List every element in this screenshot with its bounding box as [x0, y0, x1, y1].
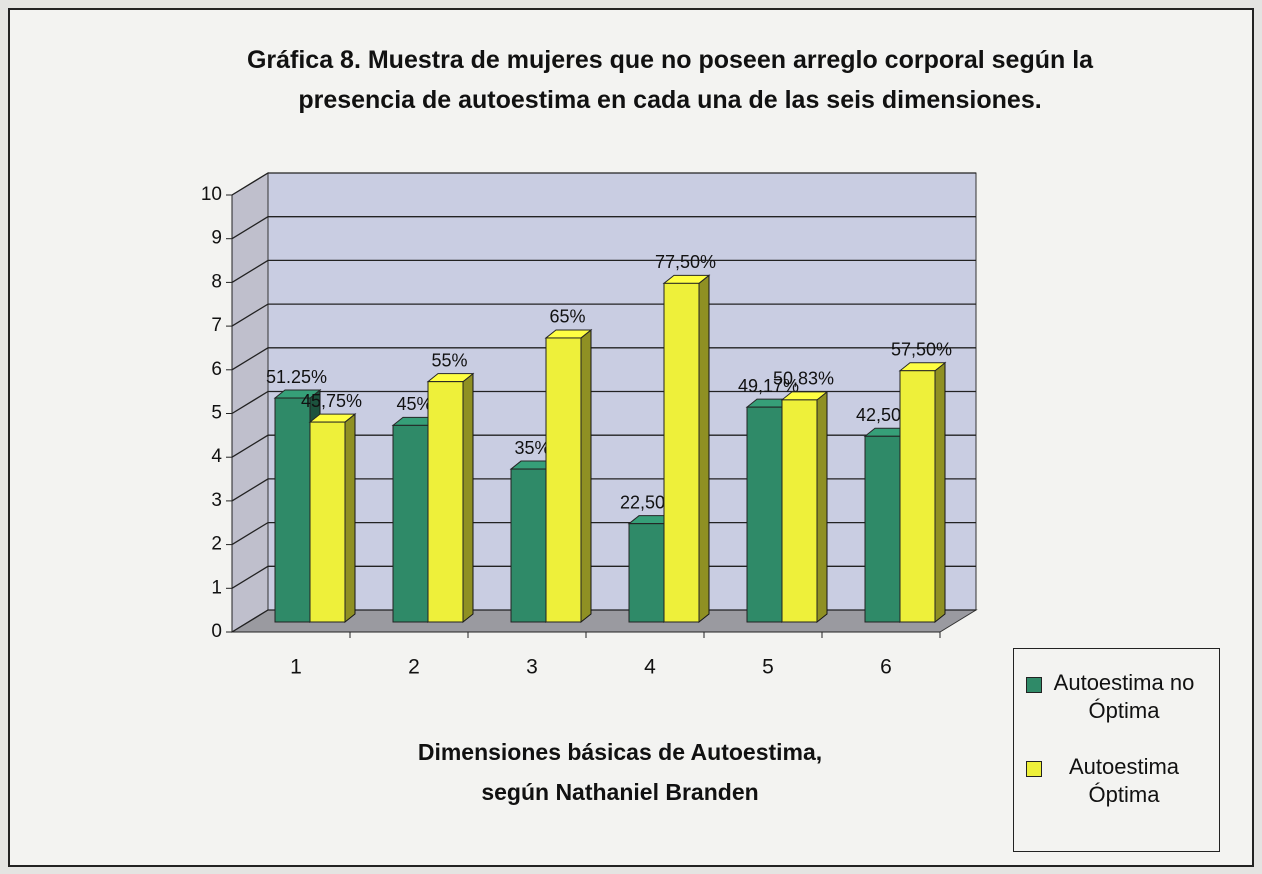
bar — [780, 390, 829, 624]
y-tick-label: 0 — [211, 621, 222, 642]
bar-front — [746, 406, 783, 623]
data-label: 50,83% — [773, 369, 834, 389]
y-tick-label: 5 — [211, 403, 222, 424]
y-tick-label: 7 — [211, 315, 222, 336]
data-label: 51.25% — [266, 367, 327, 387]
legend-label: Autoestima Óptima — [1068, 754, 1180, 807]
grid-line — [231, 609, 976, 633]
bar-front — [864, 435, 901, 623]
grid-line — [231, 303, 976, 327]
grid-line — [231, 216, 976, 240]
data-label: 55% — [431, 350, 467, 370]
grid-line — [231, 347, 976, 371]
bar — [662, 274, 711, 624]
data-label: 49,17% — [738, 376, 799, 396]
data-label: 35% — [514, 438, 550, 458]
bar-side — [344, 413, 356, 624]
bar-front — [274, 397, 311, 623]
bar-side — [934, 361, 946, 624]
grid-line — [231, 565, 976, 589]
grid-line — [231, 434, 976, 458]
x-axis-title: Dimensiones básicas de Autoestima, según… — [417, 739, 823, 805]
grid-line — [231, 259, 976, 283]
legend-swatch — [1026, 677, 1042, 693]
y-tick-label: 8 — [211, 271, 222, 292]
y-tick-label: 3 — [211, 490, 222, 511]
bar-front — [781, 399, 818, 623]
bar-front — [309, 421, 346, 623]
bar-side — [698, 274, 710, 624]
bar-front — [510, 468, 547, 623]
x-tick-label: 6 — [880, 656, 892, 679]
data-label: 45% — [396, 394, 432, 414]
bar — [544, 328, 593, 624]
bar — [426, 372, 475, 624]
data-label: 57,50% — [891, 339, 952, 359]
x-tick-label: 4 — [644, 656, 656, 679]
x-tick-label: 2 — [408, 656, 420, 679]
legend-swatch — [1026, 761, 1042, 777]
y-tick-label: 6 — [211, 359, 222, 380]
grid-line — [231, 478, 976, 502]
bar — [898, 361, 947, 624]
data-label: 65% — [549, 307, 585, 327]
y-tick-label: 10 — [201, 184, 222, 205]
grid-line — [231, 172, 976, 196]
y-tick-label: 1 — [211, 577, 222, 598]
x-tick-label: 5 — [762, 656, 774, 679]
legend: Autoestima no Óptima Autoestima Óptima — [1013, 648, 1220, 852]
y-tick-label: 9 — [211, 228, 222, 249]
data-label: 77,50% — [655, 252, 716, 272]
grid-line — [231, 521, 976, 546]
data-label: 45,75% — [301, 391, 362, 411]
bar-front — [392, 424, 429, 623]
y-tick-label: 4 — [211, 446, 222, 467]
chart-title: Gráfica 8. Muestra de mujeres que no pos… — [246, 46, 1094, 114]
bar-side — [462, 372, 474, 624]
bar-front — [663, 282, 700, 623]
bar-side — [816, 390, 828, 624]
y-tick-label: 2 — [211, 534, 222, 555]
x-tick-label: 3 — [526, 656, 538, 679]
grid-line — [231, 390, 976, 415]
bar-front — [899, 370, 936, 623]
bar-front — [545, 337, 582, 623]
bar-front — [628, 523, 665, 623]
legend-label: Autoestima no Óptima — [1053, 670, 1195, 723]
x-tick-label: 1 — [290, 656, 302, 679]
bar-front — [427, 381, 464, 623]
bar-side — [580, 328, 592, 624]
bar — [308, 413, 357, 624]
